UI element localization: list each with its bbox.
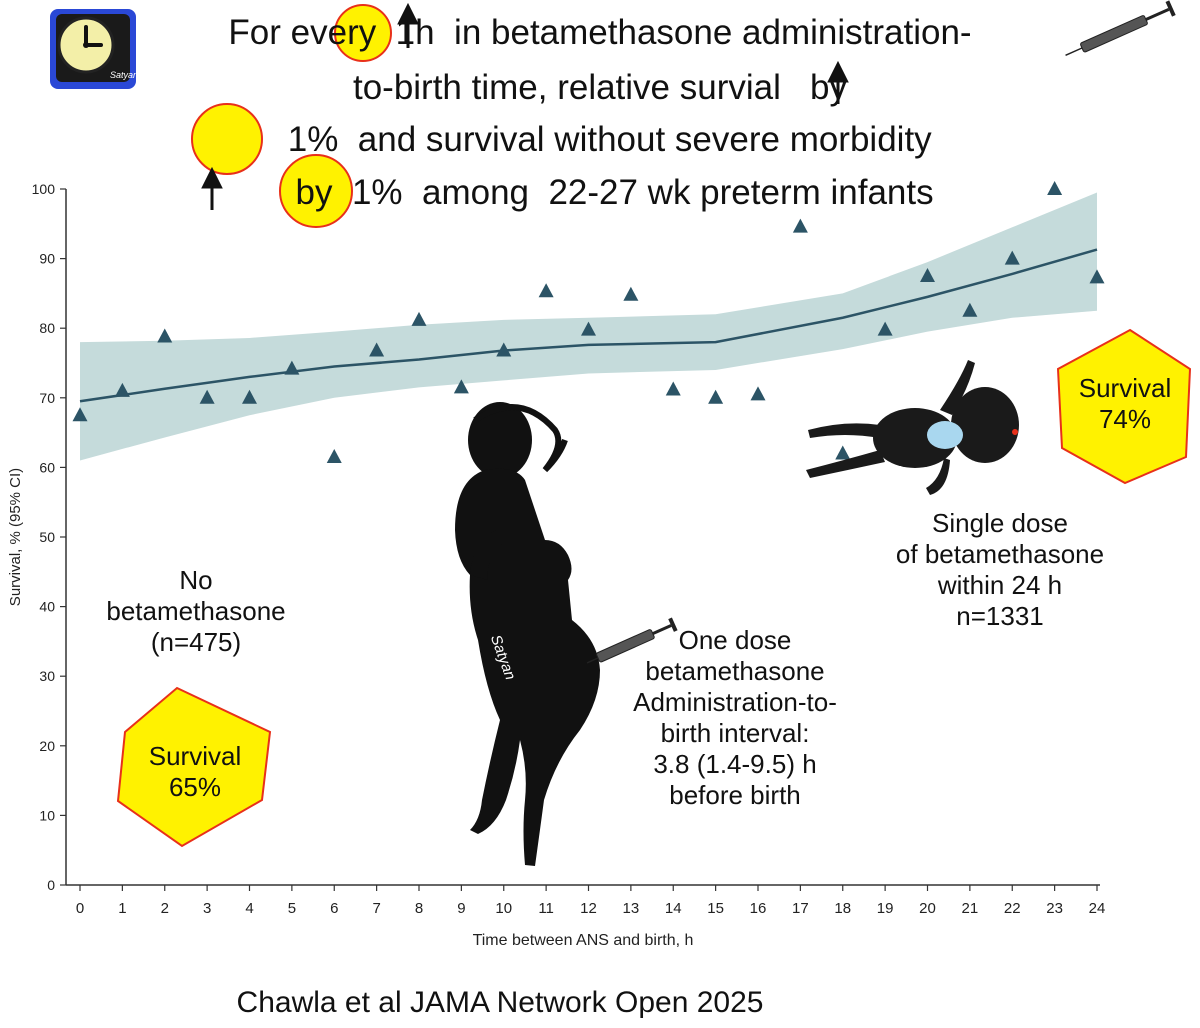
data-point-marker	[623, 286, 639, 301]
y-tick-label: 40	[39, 599, 55, 615]
survival-left-label: Survival 65%	[148, 741, 242, 802]
up-arrow-icons	[201, 2, 849, 210]
data-point-marker	[284, 360, 300, 375]
data-point-marker	[1089, 269, 1105, 284]
header-line-3: 1% and survival without severe morbidity	[268, 120, 932, 159]
syringe-icon-middle	[586, 617, 678, 664]
pregnant-woman-silhouette: Satyan	[455, 402, 600, 866]
trend-line	[79, 248, 1098, 403]
x-tick-label: 19	[877, 900, 894, 917]
x-tick-label: 1	[118, 900, 126, 917]
x-tick-label: 9	[457, 900, 465, 917]
data-point-marker	[962, 302, 978, 317]
highlight-circle-1pct-b	[279, 154, 353, 228]
title-highlights	[191, 4, 392, 228]
data-point-marker	[157, 328, 173, 343]
y-tick-label: 50	[39, 529, 55, 545]
x-tick-label: 10	[495, 900, 512, 917]
x-tick-label: 16	[750, 900, 767, 917]
data-point-marker	[411, 311, 427, 326]
y-tick-label: 0	[47, 877, 55, 893]
y-tick-label: 100	[32, 181, 56, 197]
data-point-marker	[114, 382, 130, 397]
x-tick-label: 11	[538, 900, 554, 917]
x-tick-label: 22	[1004, 900, 1021, 917]
x-tick-label: 6	[330, 900, 338, 917]
x-tick-label: 15	[707, 900, 724, 917]
up-arrow-icon	[827, 60, 849, 104]
data-point-marker	[369, 342, 385, 357]
data-point-marker	[920, 268, 935, 282]
survival-right-hexagon	[1056, 328, 1192, 485]
data-point-marker	[792, 218, 808, 233]
highlight-circle-1h	[334, 4, 392, 62]
data-point-marker	[581, 321, 596, 336]
data-point-marker	[538, 283, 554, 298]
no-betamethasone-label: No betamethasone (n=475)	[106, 565, 286, 657]
x-axis-label: Time between ANS and birth, h	[473, 932, 694, 949]
x-tick-label: 4	[245, 900, 253, 917]
x-tick-label: 0	[76, 900, 84, 917]
x-tick-label: 13	[623, 900, 640, 917]
one-dose-label: One dose betamethasone Administration-to…	[633, 625, 837, 810]
syringe-icon	[1065, 0, 1176, 57]
x-tick-label: 21	[962, 900, 979, 917]
y-tick-label: 80	[39, 320, 55, 336]
data-point-marker	[326, 448, 342, 463]
data-point-marker	[496, 342, 512, 357]
x-tick-label: 3	[203, 900, 211, 917]
svg-text:Satyan: Satyan	[110, 70, 138, 80]
y-tick-label: 20	[39, 738, 55, 754]
single-dose-label: Single dose of betamethasone within 24 h…	[895, 508, 1105, 631]
up-arrow-icon	[397, 2, 419, 48]
survival-left-hexagon	[116, 686, 272, 848]
header-line-1: For every 1h in betamethasone administra…	[228, 13, 972, 52]
x-tick-label: 20	[919, 900, 936, 917]
data-point-marker	[242, 389, 257, 404]
data-point-marker	[877, 321, 893, 336]
x-tick-label: 17	[792, 900, 809, 917]
header-line-2: to-birth time, relative survial by	[352, 68, 848, 107]
header-line-4: by 1% among 22-27 wk preterm infants	[266, 173, 934, 212]
y-tick-label: 90	[39, 251, 55, 267]
x-tick-label: 18	[834, 900, 851, 917]
x-tick-label: 23	[1046, 900, 1063, 917]
data-point-marker	[453, 379, 469, 394]
data-point-marker	[708, 389, 724, 404]
data-point-marker	[1047, 181, 1063, 195]
data-point-marker	[72, 407, 88, 422]
y-axis-label: Survival, % (95% CI)	[7, 468, 24, 606]
x-tick-label: 14	[665, 900, 682, 917]
citation: Chawla et al JAMA Network Open 2025	[236, 986, 764, 1019]
data-point-marker	[750, 386, 766, 401]
clock-logo-icon: Satyan	[50, 9, 138, 89]
x-tick-label: 7	[372, 900, 380, 917]
y-tick-label: 60	[39, 459, 55, 475]
x-tick-label: 8	[415, 900, 423, 917]
y-tick-label: 30	[39, 668, 55, 684]
survival-right-label: Survival 74%	[1078, 373, 1172, 434]
data-point-marker	[199, 389, 215, 404]
data-point-marker	[835, 445, 851, 460]
highlight-circle-1pct-a	[191, 103, 263, 175]
preterm-baby-silhouette: Satyan	[806, 360, 1019, 495]
up-arrow-icon	[201, 166, 223, 210]
x-tick-label: 5	[288, 900, 296, 917]
y-tick-label: 70	[39, 390, 55, 406]
x-tick-label: 12	[580, 900, 597, 917]
data-point-marker	[1004, 250, 1020, 265]
svg-text:Satyan: Satyan	[880, 465, 902, 472]
x-tick-label: 24	[1089, 900, 1106, 917]
y-tick-label: 10	[39, 807, 55, 823]
data-point-marker	[665, 381, 681, 396]
x-tick-label: 2	[161, 900, 169, 917]
